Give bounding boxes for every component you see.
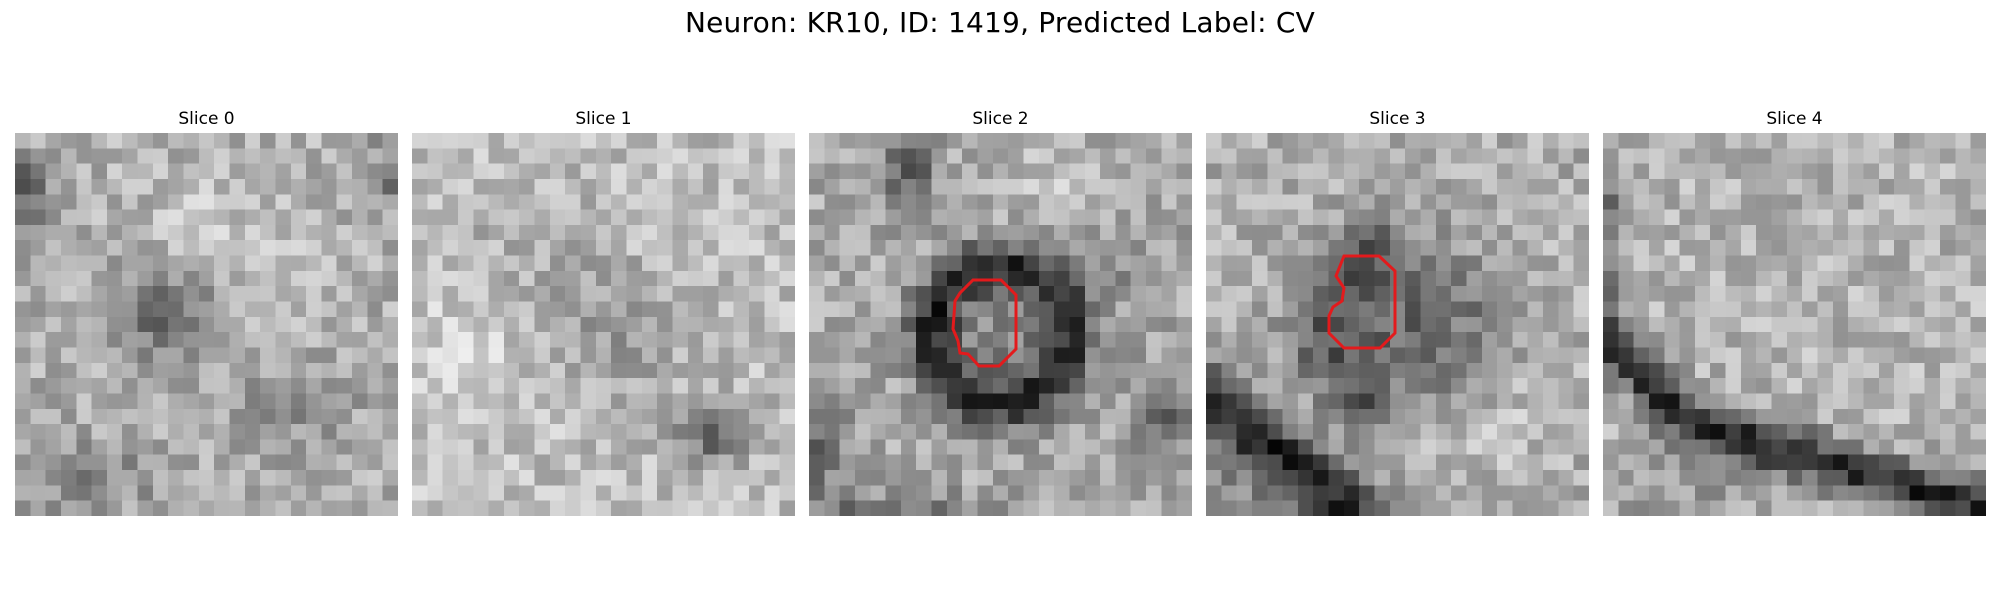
slice-image-1 — [412, 133, 795, 516]
roi-contour-overlay — [951, 278, 1018, 368]
slice-image-3 — [1206, 133, 1589, 516]
slice-grayscale-image — [809, 133, 1192, 516]
slice-title-3: Slice 3 — [1369, 109, 1426, 129]
slice-panel-0: Slice 0 — [15, 108, 398, 516]
slice-panel-2: Slice 2 — [809, 108, 1192, 516]
slice-panel-4: Slice 4 — [1603, 108, 1986, 516]
slice-panel-3: Slice 3 — [1206, 108, 1589, 516]
slice-grayscale-image — [412, 133, 795, 516]
roi-contour-overlay — [1327, 254, 1397, 350]
slice-grayscale-image — [15, 133, 398, 516]
slice-grayscale-image — [1603, 133, 1986, 516]
slice-title-0: Slice 0 — [178, 109, 235, 129]
slice-image-0 — [15, 133, 398, 516]
roi-contour — [951, 278, 1018, 368]
slice-title-2: Slice 2 — [972, 109, 1029, 129]
slice-image-4 — [1603, 133, 1986, 516]
roi-contour — [1327, 254, 1397, 350]
slice-image-2 — [809, 133, 1192, 516]
slice-title-1: Slice 1 — [575, 109, 632, 129]
figure-title: Neuron: KR10, ID: 1419, Predicted Label:… — [684, 6, 1315, 39]
slice-grayscale-image — [1206, 133, 1589, 516]
slice-title-4: Slice 4 — [1766, 109, 1823, 129]
slice-panel-1: Slice 1 — [412, 108, 795, 516]
